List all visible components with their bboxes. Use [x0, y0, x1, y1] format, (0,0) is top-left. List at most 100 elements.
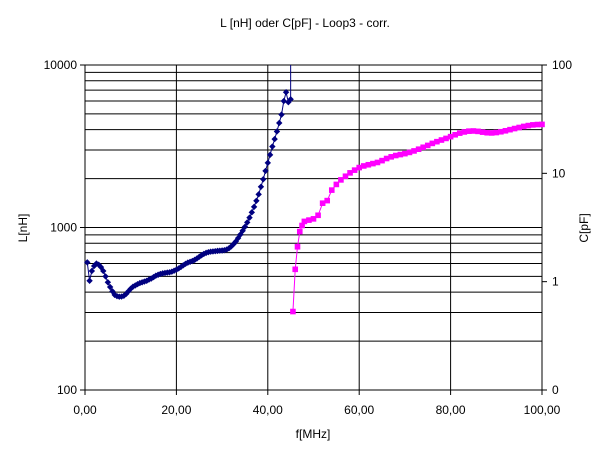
capacitance-point: [388, 154, 394, 160]
capacitance-point: [406, 149, 413, 156]
inductance-point: [250, 203, 258, 211]
x-axis-ticks: 0,00 20,00 40,00 60,00 80,00 100,00: [73, 390, 561, 417]
capacitance-point: [498, 128, 504, 135]
capacitance-point: [319, 200, 326, 207]
x-tick-label: 20,00: [161, 403, 191, 417]
capacitance-point: [402, 150, 408, 157]
x-tick-label: 40,00: [253, 403, 283, 417]
capacitance-point: [443, 135, 449, 142]
capacitance-point: [310, 216, 317, 222]
x-axis-label: f[MHz]: [296, 427, 331, 441]
inductance-point: [276, 119, 283, 127]
inductance-point: [269, 143, 276, 150]
y-right-axis-label: C[pF]: [577, 213, 591, 242]
y-right-tick-label: 10: [552, 166, 566, 180]
inductance-point: [86, 277, 93, 284]
capacitance-point: [365, 161, 372, 168]
inductance-point: [104, 279, 112, 286]
capacitance-point: [299, 222, 305, 229]
inductance-point: [106, 283, 114, 291]
inductance-point: [260, 176, 267, 183]
capacitance-point: [502, 127, 509, 134]
capacitance-point: [370, 160, 376, 167]
series-capacitance: [290, 121, 545, 315]
inductance-point: [248, 209, 256, 216]
capacitance-point: [511, 125, 518, 132]
capacitance-point: [333, 181, 340, 188]
inductance-point: [257, 183, 265, 191]
capacitance-point: [424, 142, 431, 149]
capacitance-point: [397, 151, 404, 158]
x-tick-label: 80,00: [436, 403, 466, 417]
capacitance-point: [351, 167, 358, 173]
capacitance-point: [447, 133, 454, 140]
capacitance-point: [392, 152, 399, 159]
capacitance-point: [306, 217, 312, 223]
capacitance-point: [356, 164, 362, 171]
inductance-point: [262, 167, 269, 175]
x-tick-label: 100,00: [524, 403, 561, 417]
capacitance-point: [539, 121, 545, 128]
capacitance-point: [475, 128, 481, 135]
inductance-point: [266, 151, 274, 159]
inductance-point: [264, 159, 271, 167]
capacitance-point: [315, 212, 321, 219]
inductance-point: [177, 263, 185, 271]
capacitance-point: [488, 130, 495, 136]
y-left-tick-label: 1000: [50, 221, 77, 235]
capacitance-point: [420, 144, 426, 151]
inductance-point: [255, 191, 262, 198]
inductance-point: [253, 197, 260, 204]
capacitance-point: [516, 124, 522, 131]
capacitance-point: [296, 228, 303, 235]
capacitance-point: [411, 148, 417, 154]
capacitance-point: [290, 308, 296, 315]
grid-lines: [84, 65, 543, 391]
inductance-point: [88, 267, 96, 275]
chart-title: L [nH] oder C[pF] - Loop3 - corr.: [220, 16, 390, 30]
capacitance-point: [379, 157, 385, 164]
capacitance-point: [383, 155, 390, 162]
inductance-point: [109, 288, 116, 295]
y-left-axis-ticks: 100 1000 10000: [44, 58, 85, 397]
inductance-point: [287, 96, 294, 103]
inductance-point: [282, 89, 290, 96]
capacitance-point: [360, 163, 367, 169]
capacitance-point: [525, 122, 532, 129]
inductance-point: [273, 128, 281, 135]
capacitance-point: [530, 122, 536, 128]
capacitance-point: [507, 126, 513, 133]
inductance-point: [241, 223, 249, 230]
x-tick-label: 0,00: [73, 403, 97, 417]
capacitance-point: [534, 121, 541, 128]
capacitance-point: [324, 197, 331, 204]
capacitance-point: [520, 123, 527, 130]
inductance-point: [84, 259, 91, 266]
inductance-point: [271, 135, 278, 143]
inductance-point: [246, 214, 253, 221]
capacitance-point: [338, 177, 344, 183]
inductance-point: [95, 261, 102, 268]
series-inductance: [84, 65, 294, 300]
capacitance-point: [328, 187, 335, 193]
inductance-point: [100, 267, 107, 275]
inductance-point: [102, 273, 109, 280]
capacitance-point: [461, 129, 468, 135]
capacitance-point: [466, 128, 472, 134]
capacitance-point: [470, 128, 477, 134]
y-right-tick-label: 100: [552, 58, 572, 72]
capacitance-point: [342, 173, 349, 180]
inductance-point: [198, 252, 205, 259]
inductance-point: [285, 99, 292, 106]
capacitance-point: [493, 129, 500, 136]
capacitance-point: [415, 146, 422, 153]
y-right-tick-label: 0: [552, 383, 559, 397]
capacitance-point: [434, 138, 440, 145]
y-left-tick-label: 10000: [44, 58, 78, 72]
capacitance-point: [484, 129, 490, 136]
capacitance-point: [294, 243, 301, 250]
capacitance-point: [479, 129, 486, 135]
capacitance-point: [292, 266, 299, 273]
